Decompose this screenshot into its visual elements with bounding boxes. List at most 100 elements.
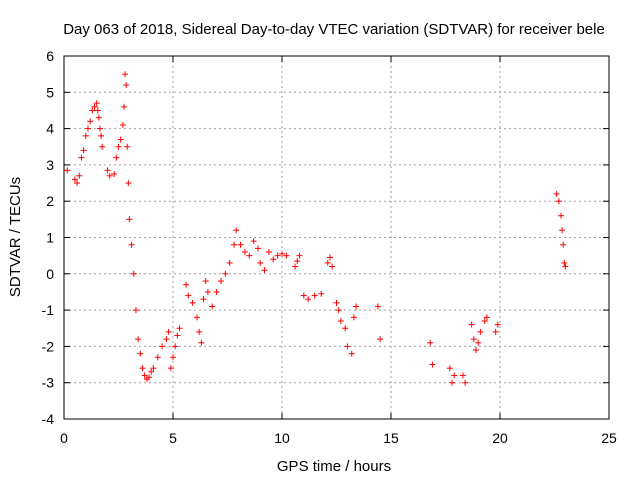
data-point <box>95 114 102 121</box>
data-point <box>374 303 381 310</box>
x-tick-label: 15 <box>383 430 399 446</box>
data-point <box>91 103 98 110</box>
data-point <box>241 249 248 256</box>
y-tick-label: 4 <box>46 121 54 137</box>
data-point <box>132 307 139 314</box>
data-point <box>451 372 458 379</box>
data-point <box>326 254 333 261</box>
y-tick-label: 0 <box>46 266 54 282</box>
data-point <box>74 180 81 187</box>
data-point <box>96 125 103 132</box>
data-point <box>113 154 120 161</box>
data-point <box>130 270 137 277</box>
x-tick-label: 5 <box>169 430 177 446</box>
data-point <box>209 303 216 310</box>
data-point <box>353 303 360 310</box>
data-point <box>300 292 307 299</box>
data-point <box>93 100 100 107</box>
data-point <box>64 167 71 174</box>
data-point <box>329 263 336 270</box>
data-point <box>429 361 436 368</box>
data-point <box>274 252 281 259</box>
data-point <box>89 107 96 114</box>
data-point <box>477 328 484 335</box>
data-point <box>125 180 132 187</box>
data-point <box>261 267 268 274</box>
data-point <box>350 314 357 321</box>
data-point <box>159 343 166 350</box>
data-point <box>204 288 211 295</box>
data-point <box>185 292 192 299</box>
y-tick-label: -3 <box>42 375 55 391</box>
data-point <box>71 176 78 183</box>
data-point <box>561 259 568 266</box>
data-point <box>106 172 113 179</box>
data-point <box>492 328 499 335</box>
y-tick-label: 1 <box>46 230 54 246</box>
data-points <box>64 71 569 386</box>
x-tick-labels: 0 5 10 15 20 25 <box>60 430 617 446</box>
data-point <box>475 339 482 346</box>
data-point <box>481 317 488 324</box>
x-tick-label: 25 <box>601 430 617 446</box>
data-point <box>459 372 466 379</box>
y-tick-label: 2 <box>46 193 54 209</box>
grid-layer <box>64 56 609 419</box>
data-point <box>128 241 135 248</box>
data-point <box>449 379 456 386</box>
y-tick-label: -2 <box>42 338 55 354</box>
data-point <box>115 143 122 150</box>
data-point <box>119 121 126 128</box>
data-point <box>559 227 566 234</box>
data-point <box>150 365 157 372</box>
data-point <box>167 365 174 372</box>
data-point <box>305 296 312 303</box>
data-point <box>257 259 264 266</box>
data-point <box>468 321 475 328</box>
y-tick-label: 5 <box>46 84 54 100</box>
data-point <box>342 325 349 332</box>
data-point <box>473 347 480 354</box>
data-point <box>135 336 142 343</box>
data-point <box>99 143 106 150</box>
x-tick-label: 0 <box>60 430 68 446</box>
data-point <box>279 250 285 257</box>
data-point <box>213 288 220 295</box>
data-point <box>154 354 161 361</box>
y-axis-label: SDTVAR / TECUs <box>7 177 24 297</box>
data-point <box>483 314 490 321</box>
data-point <box>555 198 562 205</box>
data-point <box>292 263 299 270</box>
x-axis-label: GPS time / hours <box>277 458 391 475</box>
data-point <box>377 336 384 343</box>
chart-title: Day 063 of 2018, Sidereal Day-to-day VTE… <box>63 21 605 38</box>
data-point <box>76 172 83 179</box>
y-tick-label: -4 <box>42 411 55 427</box>
data-point <box>122 71 129 78</box>
data-point <box>265 249 272 256</box>
data-point <box>98 132 105 139</box>
data-point <box>294 258 301 265</box>
data-point <box>344 343 351 350</box>
data-point <box>94 107 101 114</box>
data-point <box>335 307 342 314</box>
data-point <box>250 238 257 245</box>
data-point <box>217 278 224 285</box>
data-point <box>193 314 200 321</box>
data-point <box>124 143 131 150</box>
data-point <box>137 350 144 357</box>
data-point <box>198 339 205 346</box>
data-point <box>139 365 146 372</box>
data-point <box>246 252 253 259</box>
y-tick-label: 3 <box>46 157 54 173</box>
data-point <box>348 350 355 357</box>
data-point <box>324 259 331 266</box>
data-point <box>494 321 501 328</box>
data-point <box>296 252 303 259</box>
data-point <box>311 292 318 299</box>
data-point <box>270 256 277 263</box>
data-point <box>562 263 569 270</box>
data-point <box>255 245 262 252</box>
data-point <box>126 216 133 223</box>
